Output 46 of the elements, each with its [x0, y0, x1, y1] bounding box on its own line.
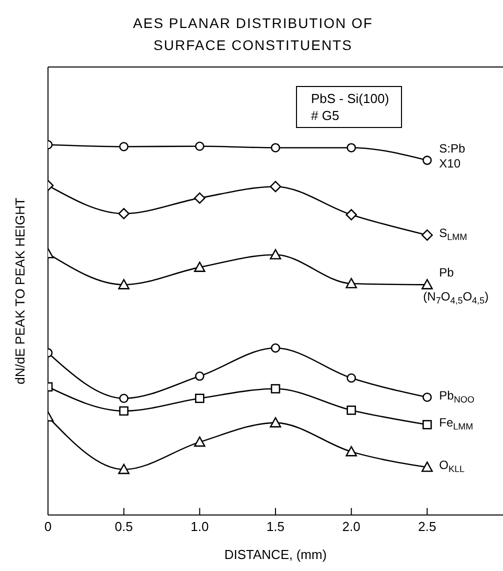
series-label: O$_{KLL}$	[439, 458, 465, 474]
point	[422, 279, 433, 290]
series-label: S$_{LMM}$	[439, 226, 468, 242]
point	[346, 143, 356, 152]
point	[422, 229, 433, 241]
point	[195, 142, 204, 151]
point	[270, 343, 280, 353]
point	[422, 392, 432, 402]
point	[195, 394, 204, 404]
x-tick-label: 0.5	[114, 519, 133, 534]
point	[194, 262, 206, 272]
series-label: Pb (N$_{7}$O$_{4,5}$O$_{4,5}$)	[423, 266, 489, 306]
y-axis-title: dN/dE PEAK TO PEAK HEIGHT	[12, 198, 28, 384]
point	[270, 417, 282, 428]
point	[422, 156, 432, 165]
point	[270, 384, 280, 394]
point	[195, 372, 204, 381]
series-label: Fe$_{LMM}$	[439, 416, 474, 432]
point	[194, 436, 206, 447]
x-axis-title: DISTANCE, (mm)	[224, 547, 327, 562]
annotation-box: PbS - Si(100) # G5	[296, 86, 402, 128]
series-label: S:Pb X10	[439, 141, 466, 170]
x-tick-label: 2.5	[418, 519, 436, 534]
x-tick-label: 0	[44, 519, 52, 534]
point	[346, 446, 357, 456]
point	[119, 394, 128, 404]
point	[119, 406, 128, 416]
point	[270, 180, 282, 192]
x-tick-label: 1.5	[266, 519, 285, 534]
series-label: Pb$_{NOO}$	[439, 388, 474, 404]
point	[422, 462, 433, 472]
point	[270, 143, 280, 152]
x-tick-label: 1.0	[190, 519, 209, 534]
point	[194, 192, 206, 204]
point	[118, 464, 130, 474]
chart-title: AES PLANAR DISTRIBUTION OF SURFACE CONSTITUENTS	[132, 14, 374, 55]
point	[422, 420, 432, 430]
point	[118, 279, 130, 290]
point	[118, 208, 130, 220]
point	[346, 209, 357, 220]
point	[119, 142, 128, 152]
point	[270, 249, 282, 260]
x-tick-label: 2.0	[342, 519, 360, 534]
point	[346, 278, 357, 288]
point	[346, 406, 356, 415]
point	[346, 373, 356, 383]
